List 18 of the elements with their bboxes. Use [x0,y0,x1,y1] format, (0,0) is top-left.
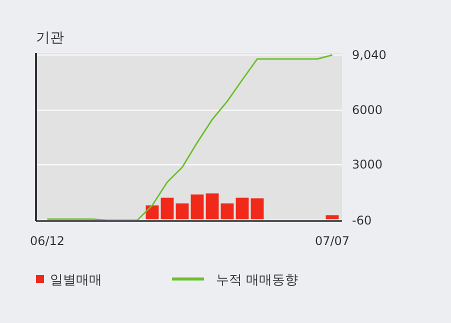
x-tick-label: 07/07 [314,234,350,248]
bar [206,193,219,220]
bar [190,194,204,220]
x-tick-label: 06/12 [30,234,65,248]
y-tick-label: 9,040 [352,48,386,62]
line-series [46,54,333,222]
chart-title: 기관 [36,30,64,46]
bar [236,198,249,220]
y-tick-label: -60 [352,213,372,228]
legend-label: 일별매매 [50,273,102,288]
y-tick-label: 3000 [352,158,383,172]
bar [326,215,339,220]
y-tick-label: 6000 [352,103,383,118]
bar [160,198,174,220]
legend-label: 누적 매매동향 [216,273,298,288]
bar [176,203,189,220]
bar [220,203,234,220]
bar [250,198,264,220]
